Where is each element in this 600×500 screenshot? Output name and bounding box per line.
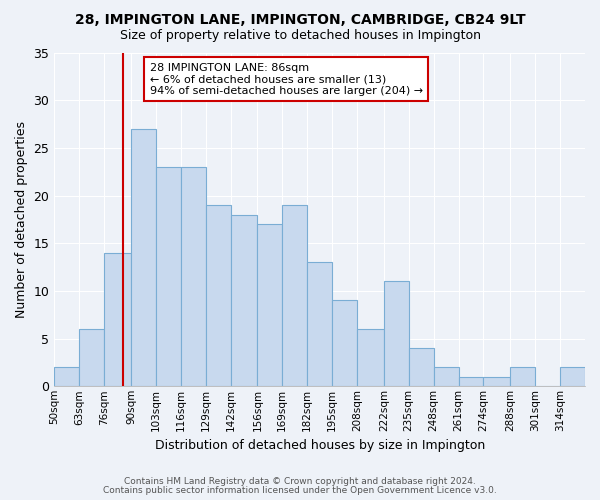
- Text: Contains HM Land Registry data © Crown copyright and database right 2024.: Contains HM Land Registry data © Crown c…: [124, 477, 476, 486]
- Bar: [458, 376, 484, 386]
- Bar: [409, 348, 434, 387]
- Text: Contains public sector information licensed under the Open Government Licence v3: Contains public sector information licen…: [103, 486, 497, 495]
- Text: 28, IMPINGTON LANE, IMPINGTON, CAMBRIDGE, CB24 9LT: 28, IMPINGTON LANE, IMPINGTON, CAMBRIDGE…: [74, 12, 526, 26]
- Bar: [357, 329, 384, 386]
- Bar: [230, 214, 257, 386]
- Bar: [206, 205, 230, 386]
- Y-axis label: Number of detached properties: Number of detached properties: [15, 121, 28, 318]
- Bar: [282, 205, 307, 386]
- Bar: [307, 262, 332, 386]
- X-axis label: Distribution of detached houses by size in Impington: Distribution of detached houses by size …: [155, 440, 485, 452]
- Text: Size of property relative to detached houses in Impington: Size of property relative to detached ho…: [119, 29, 481, 42]
- Text: 28 IMPINGTON LANE: 86sqm
← 6% of detached houses are smaller (13)
94% of semi-de: 28 IMPINGTON LANE: 86sqm ← 6% of detache…: [150, 62, 423, 96]
- Bar: [156, 167, 181, 386]
- Bar: [131, 129, 156, 386]
- Bar: [54, 367, 79, 386]
- Bar: [181, 167, 206, 386]
- Bar: [257, 224, 282, 386]
- Bar: [560, 367, 585, 386]
- Bar: [510, 367, 535, 386]
- Bar: [484, 376, 510, 386]
- Bar: [332, 300, 357, 386]
- Bar: [104, 253, 131, 386]
- Bar: [384, 282, 409, 387]
- Bar: [79, 329, 104, 386]
- Bar: [434, 367, 458, 386]
